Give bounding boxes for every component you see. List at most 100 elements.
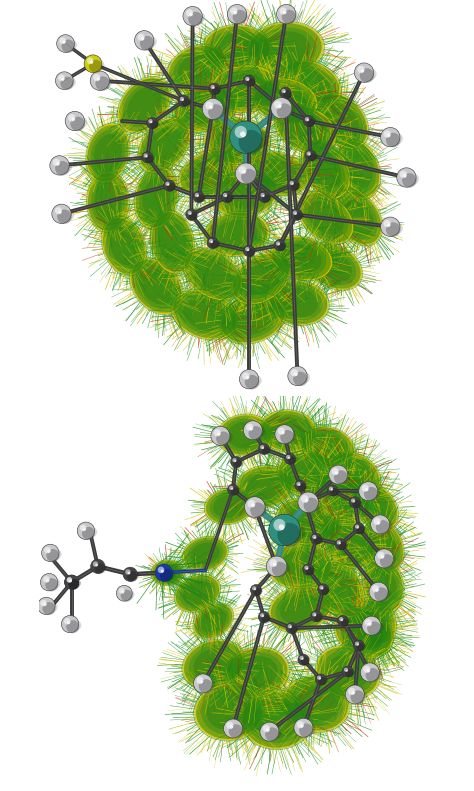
Ellipse shape — [219, 175, 271, 212]
Circle shape — [290, 181, 294, 185]
Circle shape — [259, 191, 270, 202]
Circle shape — [216, 432, 230, 446]
Circle shape — [276, 103, 287, 114]
Circle shape — [360, 68, 374, 83]
Ellipse shape — [193, 194, 206, 202]
Circle shape — [141, 37, 144, 40]
Circle shape — [303, 498, 319, 513]
Ellipse shape — [264, 86, 306, 115]
Circle shape — [261, 615, 270, 623]
Circle shape — [335, 539, 346, 550]
Ellipse shape — [201, 609, 226, 633]
Circle shape — [57, 35, 74, 52]
Circle shape — [253, 505, 255, 507]
Ellipse shape — [184, 10, 205, 25]
Ellipse shape — [223, 74, 267, 104]
Circle shape — [205, 101, 213, 109]
Ellipse shape — [174, 87, 235, 131]
Ellipse shape — [224, 179, 266, 209]
Ellipse shape — [276, 429, 297, 443]
Circle shape — [310, 611, 322, 622]
Ellipse shape — [38, 600, 58, 614]
Circle shape — [148, 119, 153, 123]
Circle shape — [244, 245, 255, 256]
Circle shape — [95, 76, 110, 91]
Ellipse shape — [294, 686, 338, 722]
Circle shape — [273, 562, 277, 566]
Circle shape — [66, 620, 79, 634]
Ellipse shape — [186, 211, 199, 220]
Ellipse shape — [370, 568, 397, 603]
Circle shape — [150, 120, 158, 129]
Circle shape — [298, 654, 309, 665]
Ellipse shape — [201, 689, 257, 735]
Ellipse shape — [228, 9, 250, 23]
Ellipse shape — [168, 45, 226, 93]
Ellipse shape — [151, 211, 194, 273]
Circle shape — [284, 453, 295, 464]
Ellipse shape — [231, 127, 267, 152]
Circle shape — [209, 83, 220, 94]
Ellipse shape — [131, 259, 182, 313]
Circle shape — [123, 567, 137, 581]
Circle shape — [289, 626, 297, 634]
Circle shape — [146, 117, 158, 129]
Ellipse shape — [266, 280, 329, 325]
Ellipse shape — [53, 208, 74, 222]
Circle shape — [249, 427, 253, 430]
Ellipse shape — [211, 65, 279, 112]
Ellipse shape — [299, 657, 310, 664]
Ellipse shape — [261, 726, 282, 740]
Circle shape — [93, 562, 98, 567]
Ellipse shape — [340, 146, 376, 193]
Circle shape — [288, 179, 299, 191]
Circle shape — [236, 163, 256, 184]
Circle shape — [165, 182, 170, 186]
Ellipse shape — [51, 160, 72, 174]
Ellipse shape — [276, 104, 289, 113]
Ellipse shape — [363, 620, 384, 634]
Ellipse shape — [91, 130, 125, 177]
Circle shape — [228, 484, 238, 495]
Circle shape — [55, 207, 62, 214]
Ellipse shape — [332, 453, 379, 496]
Circle shape — [321, 587, 323, 589]
Circle shape — [288, 456, 296, 464]
Circle shape — [306, 500, 314, 508]
Ellipse shape — [281, 110, 330, 149]
Circle shape — [182, 99, 184, 100]
Circle shape — [319, 677, 321, 679]
Circle shape — [329, 465, 348, 484]
Circle shape — [304, 566, 309, 570]
Circle shape — [338, 542, 346, 550]
Circle shape — [242, 169, 246, 174]
Circle shape — [64, 575, 79, 589]
Ellipse shape — [277, 240, 326, 276]
Ellipse shape — [326, 520, 369, 563]
Circle shape — [77, 522, 95, 539]
Circle shape — [181, 98, 190, 107]
Circle shape — [352, 500, 361, 508]
Circle shape — [291, 209, 302, 220]
Circle shape — [374, 549, 393, 568]
Circle shape — [234, 10, 237, 14]
Ellipse shape — [260, 410, 317, 452]
Ellipse shape — [155, 562, 181, 583]
Circle shape — [55, 161, 70, 176]
Ellipse shape — [228, 486, 240, 494]
Circle shape — [362, 616, 381, 635]
Circle shape — [211, 107, 213, 109]
Ellipse shape — [237, 167, 259, 183]
Ellipse shape — [292, 211, 304, 220]
Ellipse shape — [118, 77, 171, 133]
Circle shape — [43, 602, 55, 615]
Circle shape — [318, 584, 329, 595]
Ellipse shape — [279, 453, 337, 496]
Circle shape — [43, 603, 46, 606]
Ellipse shape — [184, 94, 225, 124]
Ellipse shape — [339, 460, 372, 489]
Circle shape — [367, 622, 382, 636]
Ellipse shape — [278, 60, 341, 109]
Circle shape — [63, 40, 65, 44]
Circle shape — [188, 12, 203, 26]
